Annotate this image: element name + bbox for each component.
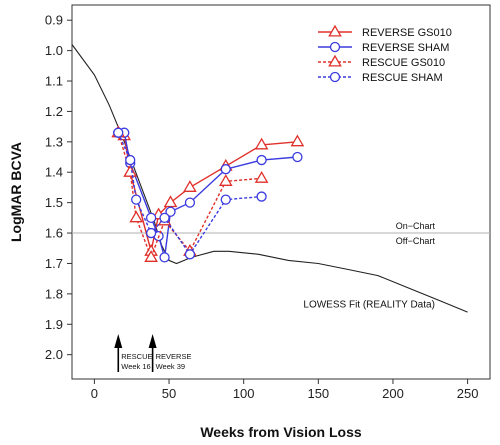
series-line	[117, 132, 298, 252]
y-tick-label: 0.9	[45, 13, 63, 28]
circle-marker	[165, 206, 176, 217]
triangle-marker	[183, 180, 197, 192]
arrow-label-line2: Week 16	[121, 362, 150, 371]
circle-marker	[131, 194, 142, 205]
circle-marker	[256, 191, 267, 202]
circle-marker	[256, 154, 267, 166]
circle-marker	[220, 194, 231, 205]
y-axis-title: LogMAR BCVA	[8, 142, 24, 242]
triangle-marker	[290, 134, 305, 147]
arrow-label-line1: REVERSE	[156, 352, 192, 361]
circle-marker	[113, 127, 124, 138]
x-tick-label: 150	[307, 386, 329, 401]
triangle-marker	[163, 195, 178, 208]
arrow-head	[148, 334, 157, 348]
circle-marker	[159, 252, 170, 263]
plot-frame	[71, 4, 491, 380]
y-tick-label: 1.1	[45, 74, 63, 89]
circle-marker	[145, 227, 157, 239]
series-group	[113, 127, 267, 260]
x-axis: 0 50 100 150 200 250	[91, 379, 479, 401]
arrow-label-line2: Week 39	[156, 362, 185, 371]
series-line	[118, 132, 298, 258]
circle-marker	[125, 154, 136, 166]
y-tick-label: 1.4	[45, 165, 63, 180]
x-tick-label: 100	[233, 386, 255, 401]
x-tick-label: 250	[457, 386, 479, 401]
arrow-head	[114, 334, 123, 348]
triangle-marker	[218, 174, 233, 186]
legend-label: RESCUE GS010	[362, 57, 445, 69]
arrow-label-line1: RESCUE	[121, 352, 152, 361]
y-tick-label: 1.2	[45, 104, 63, 119]
series-line	[117, 132, 262, 256]
on-chart-label: On−Chart	[396, 221, 436, 231]
lowess-fit-label: LOWESS Fit (REALITY Data)	[303, 300, 435, 311]
circle-marker	[159, 212, 170, 223]
y-tick-label: 1.6	[45, 226, 63, 241]
triangle-marker	[328, 54, 342, 67]
triangle-marker	[129, 210, 144, 223]
y-tick-label: 1.7	[45, 256, 63, 271]
y-tick-label: 1.5	[45, 195, 63, 210]
triangle-marker	[123, 164, 138, 177]
y-axis: 0.9 1.0 1.1 1.2 1.3 1.4 1.5 1.6 1.7 1.8 1.9 2.0	[45, 13, 72, 362]
triangle-marker	[144, 250, 158, 262]
off-chart-label: Off−Chart	[396, 236, 436, 246]
legend-label: REVERSE SHAM	[362, 42, 449, 54]
y-tick-label: 1.9	[45, 317, 63, 332]
circle-marker	[220, 164, 231, 175]
triangle-marker	[254, 170, 269, 183]
x-tick-label: 50	[162, 386, 176, 401]
y-tick-label: 2.0	[45, 347, 63, 362]
circle-marker	[329, 71, 341, 83]
triangle-marker	[254, 137, 269, 150]
circle-marker	[184, 197, 196, 208]
circle-marker	[184, 249, 196, 260]
circle-marker	[329, 41, 341, 53]
series-layer	[111, 125, 305, 263]
legend-label: REVERSE GS010	[362, 27, 452, 39]
circle-marker	[145, 212, 157, 223]
x-tick-label: 0	[91, 386, 98, 401]
legend: REVERSE GS010 REVERSE SHAM RESCUE GS010 RES…	[318, 24, 452, 84]
series-group	[113, 127, 303, 263]
x-tick-label: 200	[382, 386, 404, 401]
y-tick-label: 1.3	[45, 134, 63, 149]
y-tick-label: 1.0	[45, 43, 63, 58]
triangle-marker	[328, 24, 342, 37]
series-line	[117, 132, 262, 260]
legend-label: RESCUE SHAM	[362, 72, 443, 84]
circle-marker	[292, 151, 303, 163]
y-tick-label: 1.8	[45, 286, 63, 301]
x-axis-title: Weeks from Vision Loss	[200, 424, 362, 440]
